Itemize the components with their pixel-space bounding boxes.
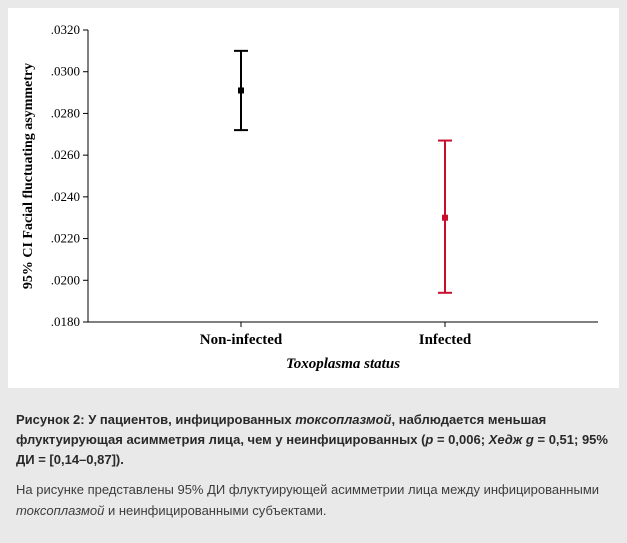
chart-panel: .0180 .0200 .0220 .0240 .0260 .0280 .0300 .0320…	[8, 8, 619, 388]
y-tick-label: .0240	[51, 189, 80, 204]
y-tick-label: .0260	[51, 147, 80, 162]
caption-body-text: и неинфицированными субъектами.	[104, 503, 326, 518]
y-tick-label: .0300	[51, 64, 80, 79]
point-marker	[238, 87, 244, 93]
x-axis-title: Toxoplasma status	[286, 356, 400, 372]
caption-hedge-italic: Хедж g	[489, 432, 534, 447]
y-tick-label: .0180	[51, 314, 80, 329]
x-category-label: Non-infected	[200, 332, 283, 348]
point-marker	[442, 215, 448, 221]
y-axis-title: 95% CI Facial fluctuating asymmetry	[21, 63, 36, 289]
y-tick-label: .0320	[51, 22, 80, 37]
caption-text: Рисунок 2: У пациентов, инфицированных	[16, 412, 295, 427]
caption-body-italic: токсоплазмой	[16, 503, 104, 518]
figure-caption: Рисунок 2: У пациентов, инфицированных т…	[0, 396, 627, 543]
ci-errorbar-chart: .0180 .0200 .0220 .0240 .0260 .0280 .0300 .0320…	[14, 14, 612, 384]
caption-body: На рисунке представлены 95% ДИ флуктуиру…	[16, 480, 611, 520]
x-category-label: Infected	[419, 332, 472, 348]
caption-text-italic: токсоплазмой	[295, 412, 391, 427]
caption-title: Рисунок 2: У пациентов, инфицированных т…	[16, 410, 611, 470]
page: .0180 .0200 .0220 .0240 .0260 .0280 .0300 .0320…	[0, 8, 627, 543]
y-tick-label: .0200	[51, 272, 80, 287]
y-tick-label: .0280	[51, 105, 80, 120]
y-tick-label: .0220	[51, 231, 80, 246]
caption-text: = 0,006;	[433, 432, 488, 447]
caption-body-text: На рисунке представлены 95% ДИ флуктуиру…	[16, 482, 599, 497]
